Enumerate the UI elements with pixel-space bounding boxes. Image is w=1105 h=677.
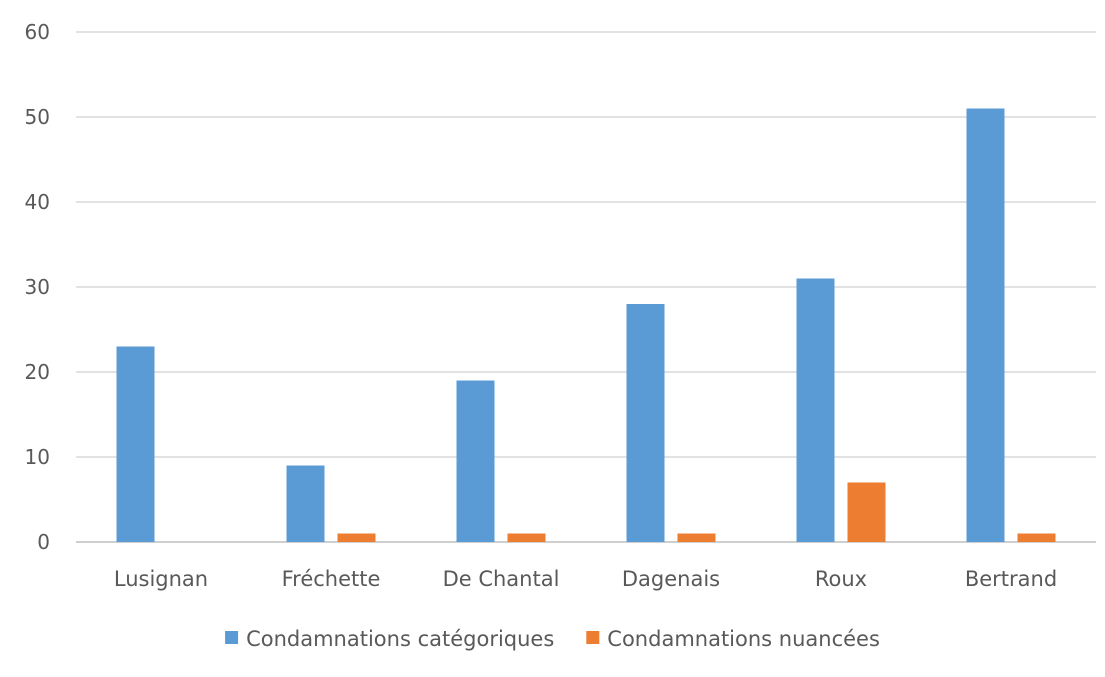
bar-categoriques bbox=[796, 278, 835, 542]
y-tick-label: 10 bbox=[25, 445, 50, 469]
bar-categoriques bbox=[286, 465, 325, 542]
y-tick-label: 40 bbox=[25, 190, 50, 214]
y-tick-label: 0 bbox=[37, 530, 50, 554]
bar-categoriques bbox=[626, 304, 665, 542]
legend-swatch bbox=[586, 631, 600, 644]
bar-nuancees bbox=[677, 533, 716, 542]
legend-label: Condamnations catégoriques bbox=[246, 627, 554, 651]
bar-nuancees bbox=[847, 482, 886, 542]
y-tick-label: 50 bbox=[25, 105, 50, 129]
legend-label: Condamnations nuancées bbox=[607, 627, 880, 651]
x-category-label: Fréchette bbox=[282, 567, 381, 591]
x-category-label: Bertrand bbox=[965, 567, 1057, 591]
bar-nuancees bbox=[507, 533, 546, 542]
y-tick-label: 60 bbox=[25, 20, 50, 44]
bar-categoriques bbox=[456, 380, 495, 542]
y-tick-label: 30 bbox=[25, 275, 50, 299]
bars bbox=[116, 108, 1056, 542]
bar-nuancees bbox=[1017, 533, 1056, 542]
x-axis-category-labels: Lusignan Fréchette De Chantal Dagenais Roux B… bbox=[114, 567, 1057, 591]
x-category-label: Dagenais bbox=[622, 567, 720, 591]
bar-nuancees bbox=[337, 533, 376, 542]
legend-item: Condamnations catégoriques bbox=[225, 627, 554, 651]
bar-categoriques bbox=[116, 346, 155, 542]
bar-categoriques bbox=[966, 108, 1005, 542]
y-axis-tick-labels: 0 10 20 30 40 50 60 bbox=[25, 20, 50, 554]
x-category-label: De Chantal bbox=[443, 567, 560, 591]
legend-swatch bbox=[225, 631, 239, 644]
legend: Condamnations catégoriques Condamnations … bbox=[225, 627, 880, 651]
y-tick-label: 20 bbox=[25, 360, 50, 384]
gridlines bbox=[76, 31, 1096, 543]
x-category-label: Roux bbox=[815, 567, 867, 591]
legend-item: Condamnations nuancées bbox=[586, 627, 880, 651]
x-category-label: Lusignan bbox=[114, 567, 208, 591]
